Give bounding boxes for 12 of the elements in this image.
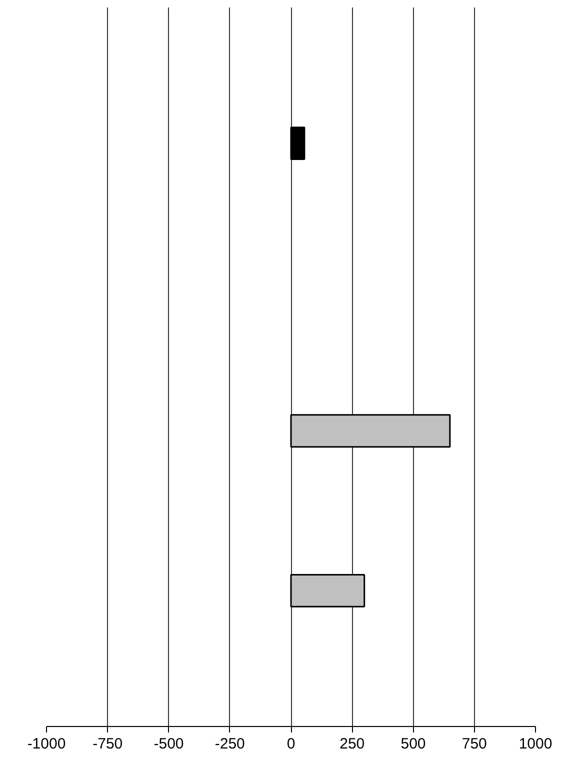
bar <box>290 126 306 160</box>
x-tick-label: 250 <box>340 736 365 752</box>
x-tick-label: 750 <box>462 736 487 752</box>
bar <box>290 574 366 608</box>
x-tick-label: 500 <box>400 736 426 752</box>
bar <box>290 414 451 448</box>
x-tick-label: -750 <box>92 736 123 752</box>
x-tick-label: -250 <box>214 736 245 752</box>
x-tick-label: -1000 <box>27 736 66 752</box>
x-tick-label: -500 <box>154 736 184 752</box>
x-tick-label: 0 <box>286 736 296 752</box>
x-tick-label: 1000 <box>518 736 552 752</box>
